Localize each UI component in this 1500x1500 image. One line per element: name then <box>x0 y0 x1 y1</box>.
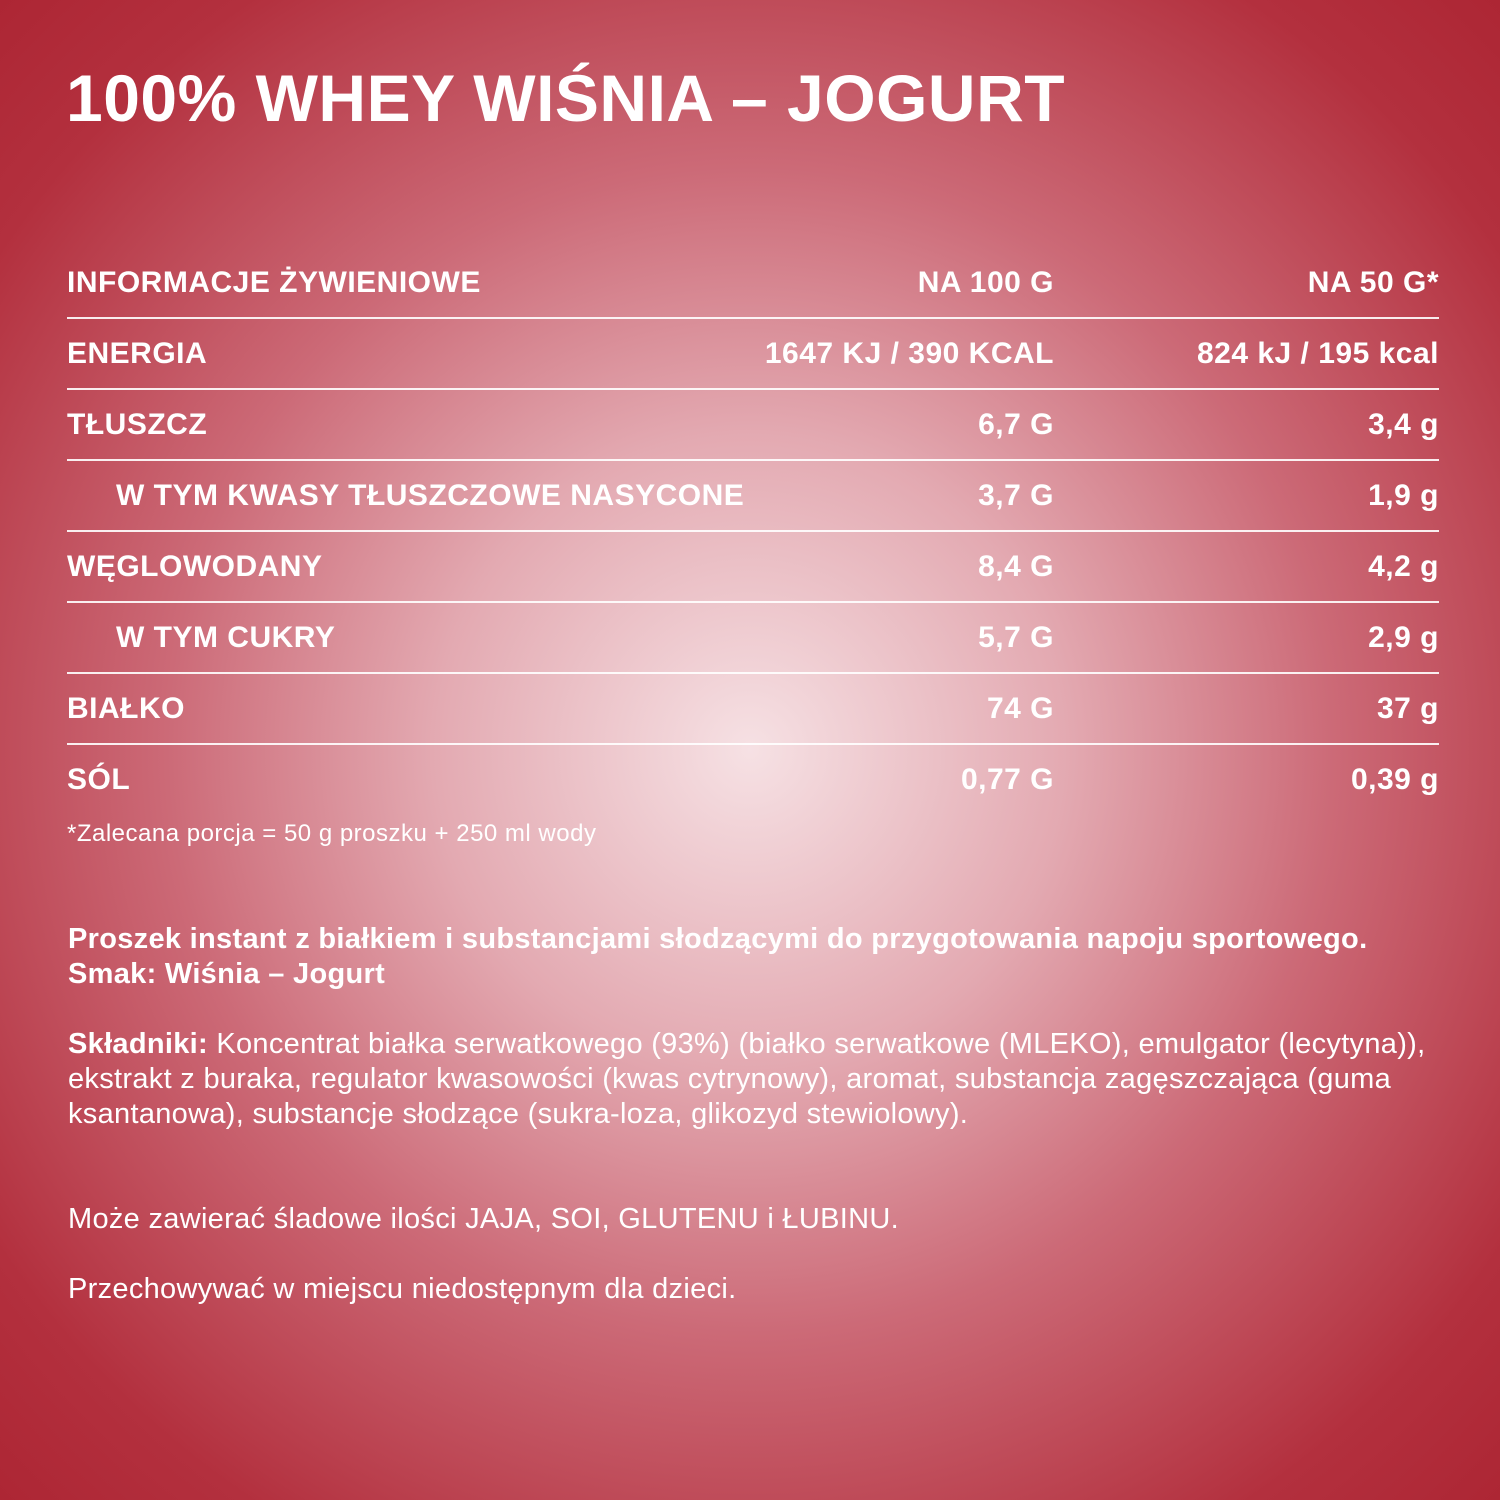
table-header: INFORMACJE ŻYWIENIOWE NA 100 G NA 50 G* <box>67 248 1439 319</box>
nutrition-table: INFORMACJE ŻYWIENIOWE NA 100 G NA 50 G* … <box>67 248 1439 814</box>
value-per50: 0,39 g <box>1350 763 1439 796</box>
nutrient-label: ENERGIA <box>67 337 208 370</box>
value-per50: 1,9 g <box>1368 479 1439 512</box>
table-row: SÓL 0,77 G 0,39 g <box>67 745 1439 814</box>
value-per50: 2,9 g <box>1368 621 1439 654</box>
value-per100: 0,77 G <box>960 763 1054 796</box>
footnote: *Zalecana porcja = 50 g proszku + 250 ml… <box>67 820 597 847</box>
nutrient-label: WĘGLOWODANY <box>67 550 323 583</box>
ingredients-label: Składniki: <box>68 1028 208 1060</box>
table-row: BIAŁKO 74 G 37 g <box>67 674 1439 745</box>
value-per50: 37 g <box>1376 692 1439 725</box>
header-label: INFORMACJE ŻYWIENIOWE <box>67 266 481 299</box>
nutrient-label: SÓL <box>67 763 131 796</box>
product-title: 100% WHEY WIŚNIA – JOGURT <box>66 61 1066 135</box>
allergens: Może zawierać śladowe ilości JAJA, SOI, … <box>68 1203 899 1235</box>
value-per100: 8,4 G <box>978 550 1054 583</box>
nutrient-label: W TYM KWASY TŁUSZCZOWE NASYCONE <box>116 479 745 512</box>
value-per100: 74 G <box>986 692 1054 725</box>
value-per100: 1647 KJ / 390 KCAL <box>764 337 1054 370</box>
table-row: ENERGIA 1647 KJ / 390 KCAL 824 kJ / 195 … <box>67 319 1439 390</box>
table-row: W TYM KWASY TŁUSZCZOWE NASYCONE 3,7 G 1,… <box>67 461 1439 532</box>
storage-note: Przechowywać w miejscu niedostępnym dla … <box>68 1273 737 1305</box>
nutrient-label: TŁUSZCZ <box>67 408 208 441</box>
ingredients-text: Koncentrat białka serwatkowego (93%) (bi… <box>68 1028 1426 1130</box>
header-per100: NA 100 G <box>917 266 1054 299</box>
value-per50: 4,2 g <box>1368 550 1439 583</box>
nutrient-label: W TYM CUKRY <box>116 621 336 654</box>
table-row: WĘGLOWODANY 8,4 G 4,2 g <box>67 532 1439 603</box>
header-per50: NA 50 G* <box>1307 266 1439 299</box>
value-per100: 3,7 G <box>978 479 1054 512</box>
value-per50: 824 kJ / 195 kcal <box>1196 337 1439 370</box>
nutrient-label: BIAŁKO <box>67 692 185 725</box>
value-per50: 3,4 g <box>1368 408 1439 441</box>
table-row: TŁUSZCZ 6,7 G 3,4 g <box>67 390 1439 461</box>
value-per100: 5,7 G <box>978 621 1054 654</box>
value-per100: 6,7 G <box>978 408 1054 441</box>
ingredients: Składniki: Koncentrat białka serwatkoweg… <box>68 1027 1448 1132</box>
table-row: W TYM CUKRY 5,7 G 2,9 g <box>67 603 1439 674</box>
product-description: Proszek instant z białkiem i substancjam… <box>68 923 1368 990</box>
